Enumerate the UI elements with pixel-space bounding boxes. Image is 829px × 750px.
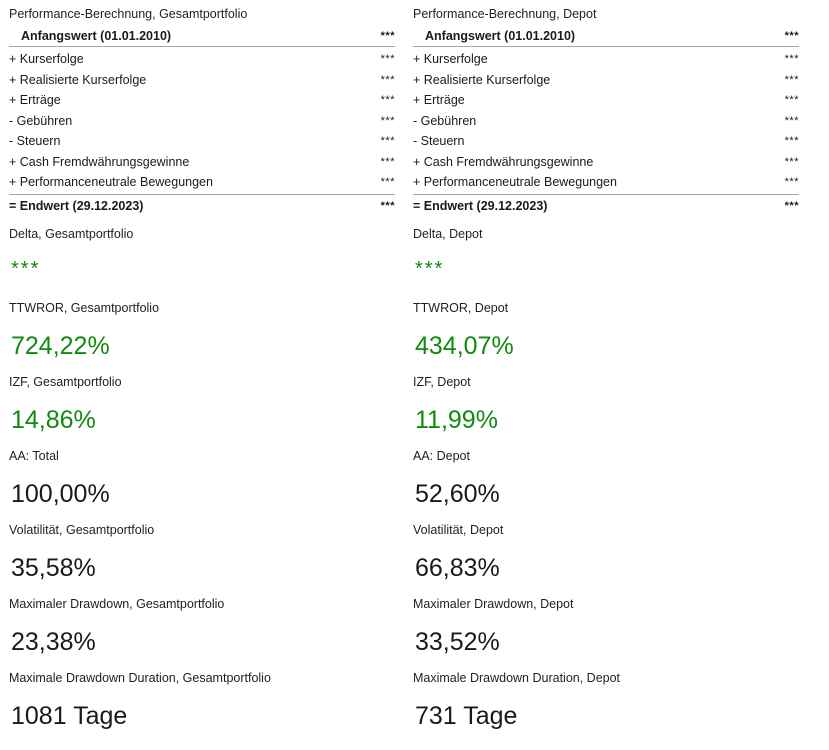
table-row: + Kurserfolge *** [9, 49, 395, 69]
table-row: + Performanceneutrale Bewegungen *** [413, 172, 799, 192]
max-drawdown-duration-label: Maximale Drawdown Duration, Depot [413, 671, 621, 685]
row-label: + Kurserfolge [413, 52, 488, 66]
row-label: = Endwert (29.12.2023) [9, 199, 144, 213]
volatility-value: 66,83% [415, 554, 500, 582]
row-value: *** [784, 73, 799, 86]
table-row: - Gebühren *** [9, 111, 395, 131]
max-drawdown-duration-value: 731 Tage [415, 702, 518, 730]
volatility-label: Volatilität, Gesamtportfolio [9, 523, 155, 537]
ttwror-value: 724,22% [11, 332, 110, 360]
aa-label: AA: Depot [413, 449, 470, 463]
ttwror-label: TTWROR, Gesamtportfolio [9, 301, 160, 315]
row-label: Anfangswert (01.01.2010) [21, 29, 172, 43]
max-drawdown-value: 23,38% [11, 628, 96, 656]
table-row: + Cash Fremdwährungsgewinne *** [9, 152, 395, 172]
row-value: *** [784, 200, 799, 212]
start-value-row: Anfangswert (01.01.2010) *** [413, 26, 799, 46]
izf-value: 14,86% [11, 406, 96, 434]
row-label: + Performanceneutrale Bewegungen [413, 175, 617, 189]
table-row: + Realisierte Kurserfolge *** [9, 70, 395, 90]
table-row: - Steuern *** [9, 131, 395, 151]
row-label: - Gebühren [413, 113, 477, 128]
performance-title: Performance-Berechnung, Gesamtportfolio [9, 7, 248, 21]
row-value: *** [380, 53, 395, 65]
row-label: - Steuern [9, 134, 61, 148]
row-label: - Steuern [413, 134, 465, 148]
start-value-row: Anfangswert (01.01.2010) *** [9, 26, 395, 46]
table-row: + Erträge *** [9, 90, 395, 110]
separator [413, 194, 799, 195]
row-value: *** [784, 135, 799, 147]
max-drawdown-label: Maximaler Drawdown, Depot [413, 597, 574, 611]
row-label: - Gebühren [9, 113, 73, 128]
aa-value: 52,60% [415, 480, 500, 508]
performance-title: Performance-Berechnung, Depot [413, 7, 597, 21]
ttwror-label: TTWROR, Depot [413, 301, 509, 315]
table-row: - Steuern *** [413, 131, 799, 151]
end-value-row: = Endwert (29.12.2023) *** [413, 196, 799, 216]
max-drawdown-value: 33,52% [415, 628, 500, 656]
row-value: *** [380, 114, 395, 127]
aa-label: AA: Total [9, 449, 59, 463]
row-value: *** [380, 135, 395, 147]
row-label: + Erträge [9, 93, 61, 107]
row-value: *** [784, 53, 799, 65]
row-label: = Endwert (29.12.2023) [413, 199, 548, 213]
table-row: + Realisierte Kurserfolge *** [413, 70, 799, 90]
table-row: + Performanceneutrale Bewegungen *** [9, 172, 395, 192]
row-value: *** [380, 176, 395, 188]
delta-label: Delta, Depot [413, 227, 483, 241]
delta-label: Delta, Gesamtportfolio [9, 227, 134, 241]
volatility-label: Volatilität, Depot [413, 523, 504, 537]
delta-value: *** [415, 258, 445, 280]
row-value: *** [380, 73, 395, 86]
row-label: Anfangswert (01.01.2010) [425, 29, 576, 43]
row-value: *** [784, 176, 799, 188]
separator [413, 46, 799, 47]
max-drawdown-duration-label: Maximale Drawdown Duration, Gesamtportfo… [9, 671, 271, 685]
separator [9, 46, 395, 47]
table-row: + Erträge *** [413, 90, 799, 110]
row-value: *** [380, 94, 395, 106]
row-value: *** [784, 114, 799, 127]
table-row: - Gebühren *** [413, 111, 799, 131]
end-value-row: = Endwert (29.12.2023) *** [9, 196, 395, 216]
delta-value: *** [11, 258, 41, 280]
volatility-value: 35,58% [11, 554, 96, 582]
row-value: *** [380, 155, 395, 168]
row-label: + Realisierte Kurserfolge [413, 72, 551, 87]
row-label: + Cash Fremdwährungsgewinne [9, 154, 190, 169]
izf-value: 11,99% [415, 406, 498, 434]
row-value: *** [784, 155, 799, 168]
row-label: + Kurserfolge [9, 52, 84, 66]
row-value: *** [784, 94, 799, 106]
row-label: + Performanceneutrale Bewegungen [9, 175, 213, 189]
row-value: *** [784, 30, 799, 42]
max-drawdown-duration-value: 1081 Tage [11, 702, 128, 730]
row-label: + Erträge [413, 93, 465, 107]
izf-label: IZF, Gesamtportfolio [9, 375, 122, 389]
max-drawdown-label: Maximaler Drawdown, Gesamtportfolio [9, 597, 225, 611]
row-value: *** [380, 200, 395, 212]
row-label: + Realisierte Kurserfolge [9, 72, 147, 87]
row-value: *** [380, 30, 395, 42]
table-row: + Kurserfolge *** [413, 49, 799, 69]
ttwror-value: 434,07% [415, 332, 514, 360]
row-label: + Cash Fremdwährungsgewinne [413, 154, 594, 169]
aa-value: 100,00% [11, 480, 110, 508]
separator [9, 194, 395, 195]
izf-label: IZF, Depot [413, 375, 471, 389]
table-row: + Cash Fremdwährungsgewinne *** [413, 152, 799, 172]
